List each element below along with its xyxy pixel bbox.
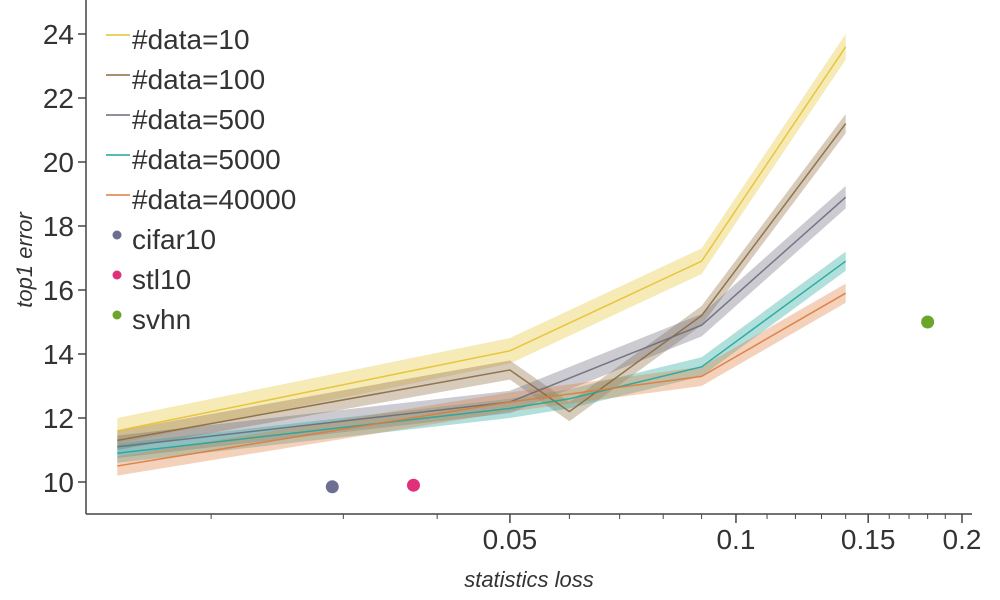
legend-label: #data=500 xyxy=(132,104,265,135)
scatter-points xyxy=(325,315,935,494)
series-band-5 xyxy=(117,283,846,476)
series-line-5 xyxy=(117,292,847,467)
series-line-1 xyxy=(117,46,847,432)
series-line-3 xyxy=(117,196,847,448)
series-lines xyxy=(117,46,847,467)
y-tick-label: 12 xyxy=(43,403,74,434)
legend-label: #data=100 xyxy=(132,64,265,95)
y-axis-title: top1 error xyxy=(12,211,37,308)
y-tick-label: 24 xyxy=(43,19,74,50)
y-tick-label: 10 xyxy=(43,467,74,498)
series-band-1 xyxy=(117,34,846,444)
confidence-bands xyxy=(117,34,846,476)
legend-label: stl10 xyxy=(132,264,191,295)
series-line-2 xyxy=(117,123,847,442)
y-tick-label: 16 xyxy=(43,275,74,306)
legend: #data=10 #data=100 #data=500 #data=5000 #dat… xyxy=(106,24,296,335)
axes xyxy=(85,0,972,515)
legend-label: #data=5000 xyxy=(132,144,281,175)
series-band-2 xyxy=(117,114,846,450)
y-ticks: 10 12 14 16 18 20 22 24 xyxy=(43,19,86,498)
legend-label: #data=10 xyxy=(132,24,250,55)
y-tick-label: 22 xyxy=(43,83,74,114)
x-tick-label: 0.05 xyxy=(483,524,538,555)
x-axis-title: statistics loss xyxy=(464,567,594,592)
y-tick-label: 14 xyxy=(43,339,74,370)
x-tick-label: 0.2 xyxy=(943,524,982,555)
legend-marker-svhn xyxy=(112,310,122,320)
series-band-3 xyxy=(117,186,846,458)
legend-label: cifar10 xyxy=(132,224,216,255)
point-stl10 xyxy=(406,478,420,492)
x-ticks: 0.05 0.1 0.15 0.2 xyxy=(210,514,982,555)
legend-marker-cifar10 xyxy=(112,230,122,240)
legend-label: svhn xyxy=(132,304,191,335)
y-tick-label: 18 xyxy=(43,211,74,242)
legend-label: #data=40000 xyxy=(132,184,296,215)
point-svhn xyxy=(921,315,935,329)
legend-background xyxy=(92,8,334,353)
y-tick-label: 20 xyxy=(43,147,74,178)
x-tick-label: 0.1 xyxy=(716,524,755,555)
point-cifar10 xyxy=(325,480,339,494)
x-tick-label: 0.15 xyxy=(841,524,896,555)
legend-marker-stl10 xyxy=(112,270,122,280)
series-band-4 xyxy=(117,251,846,463)
